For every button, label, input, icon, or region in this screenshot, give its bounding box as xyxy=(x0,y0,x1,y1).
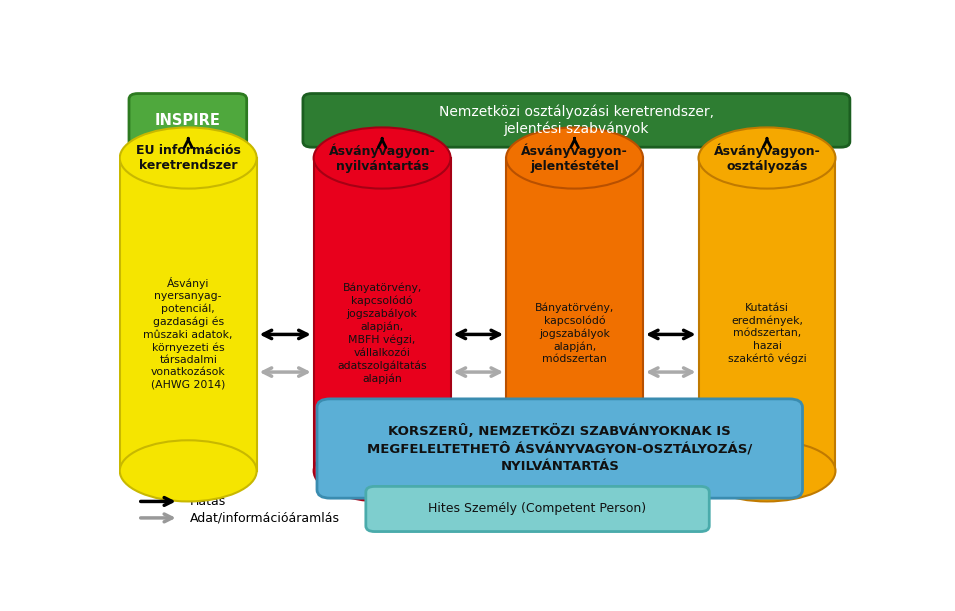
Ellipse shape xyxy=(119,128,257,189)
Text: Bányatörvény,
kapcsolódó
jogszabályok
alapján,
módszertan: Bányatörvény, kapcsolódó jogszabályok al… xyxy=(535,302,614,364)
FancyBboxPatch shape xyxy=(129,93,246,147)
Bar xyxy=(506,158,643,471)
FancyBboxPatch shape xyxy=(303,93,850,147)
Ellipse shape xyxy=(698,441,836,502)
Text: EU információs
keretrendszer: EU információs keretrendszer xyxy=(136,144,241,172)
Text: Ásványvagyon-
nyilvántartás: Ásványvagyon- nyilvántartás xyxy=(329,143,435,173)
Text: Ásványvagyon-
osztályozás: Ásványvagyon- osztályozás xyxy=(713,143,820,173)
Ellipse shape xyxy=(313,441,451,502)
Text: KORSZERÛ, NEMZETKÖZI SZABVÁNYOKNAK IS
MEGFELELTETHETÔ ÁSVÁNYVAGYON-OSZTÁLYOZÁS/
: KORSZERÛ, NEMZETKÖZI SZABVÁNYOKNAK IS ME… xyxy=(367,424,753,473)
Text: INSPIRE: INSPIRE xyxy=(155,113,221,128)
Text: Ásványvagyon-
jelentéstétel: Ásványvagyon- jelentéstétel xyxy=(521,143,628,173)
Ellipse shape xyxy=(313,128,451,189)
Bar xyxy=(698,158,836,471)
Text: Adat/információáramlás: Adat/információáramlás xyxy=(190,511,340,524)
Ellipse shape xyxy=(698,128,836,189)
Text: Bányatörvény,
kapcsolódó
jogszabályok
alapján,
MBFH végzi,
vállalkozói
adatszolg: Bányatörvény, kapcsolódó jogszabályok al… xyxy=(337,283,427,384)
Text: Ásványi
nyersanyag-
potenciál,
gazdasági és
mûszaki adatok,
környezeti és
társad: Ásványi nyersanyag- potenciál, gazdasági… xyxy=(143,277,233,390)
Text: Kutatási
eredmények,
módszertan,
hazai
szakértô végzi: Kutatási eredmények, módszertan, hazai s… xyxy=(728,303,806,364)
Bar xyxy=(119,158,257,471)
Ellipse shape xyxy=(506,441,643,502)
FancyBboxPatch shape xyxy=(317,399,802,498)
Ellipse shape xyxy=(506,128,643,189)
Text: Hites Személy (Competent Person): Hites Személy (Competent Person) xyxy=(429,502,647,516)
Bar xyxy=(313,158,451,471)
Text: Nemzetközi osztályozási keretrendszer,
jelentési szabványok: Nemzetközi osztályozási keretrendszer, j… xyxy=(439,104,714,136)
FancyBboxPatch shape xyxy=(366,486,710,532)
Text: Hatás: Hatás xyxy=(190,495,226,508)
Ellipse shape xyxy=(119,441,257,502)
